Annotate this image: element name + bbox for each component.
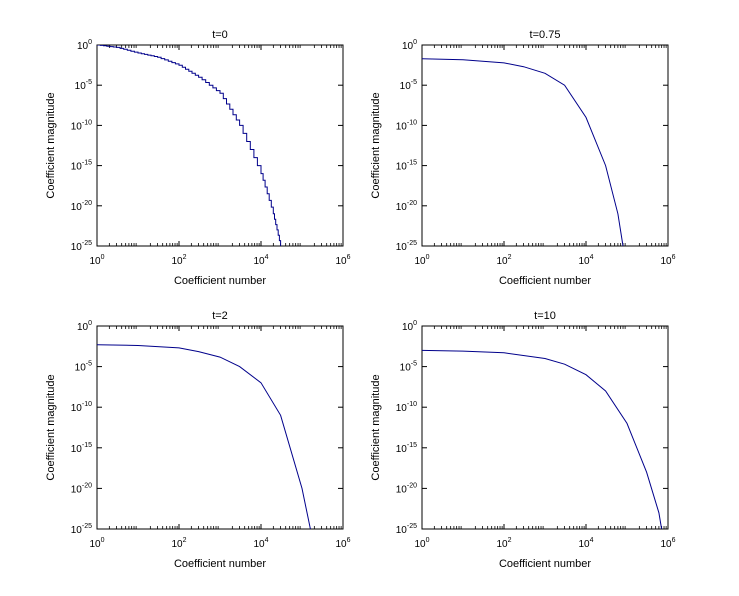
axes-frame: [96, 325, 344, 530]
axes-frame: [96, 44, 344, 247]
y-tick-label: 10-20: [71, 482, 92, 495]
x-axis-label: Coefficient number: [499, 558, 591, 570]
y-tick-label: 10-15: [71, 160, 92, 173]
y-tick-label: 10-5: [75, 79, 92, 92]
y-tick-label: 10-10: [396, 119, 417, 132]
y-axis-label: Coefficient magnitude: [370, 92, 382, 198]
series-line: [97, 344, 311, 529]
x-tick-label: 102: [496, 537, 511, 550]
subplot-3: t=2 Coefficient number Coefficient magnitu…: [45, 310, 351, 570]
y-tick-label: 10-15: [396, 442, 417, 455]
subplot-1: t=0 Coefficient number Coefficient magnitu…: [45, 29, 351, 287]
x-tick-label: 104: [578, 254, 593, 267]
series-line: [422, 58, 624, 246]
y-tick-label: 10-5: [75, 361, 92, 374]
subplot-4: t=10 Coefficient number Coefficient magnit…: [370, 310, 676, 570]
x-tick-label: 102: [496, 254, 511, 267]
y-tick-label: 10-20: [71, 200, 92, 213]
series-line: [422, 349, 663, 529]
x-axis-label: Coefficient number: [499, 275, 591, 287]
x-tick-label: 106: [335, 254, 350, 267]
y-axis-label: Coefficient magnitude: [370, 374, 382, 480]
subplot-2: t=0.75 Coefficient number Coefficient magn…: [370, 29, 676, 287]
y-tick-label: 100: [402, 39, 417, 52]
x-tick-label: 106: [660, 537, 675, 550]
y-tick-label: 10-20: [396, 200, 417, 213]
x-tick-label: 100: [89, 537, 104, 550]
y-tick-label: 10-25: [396, 523, 417, 536]
x-tick-label: 104: [578, 537, 593, 550]
x-axis-label: Coefficient number: [174, 558, 266, 570]
y-axis-label: Coefficient magnitude: [45, 92, 57, 198]
x-tick-label: 104: [253, 537, 268, 550]
x-tick-label: 100: [89, 254, 104, 267]
x-tick-label: 106: [335, 537, 350, 550]
x-tick-label: 102: [171, 537, 186, 550]
y-tick-label: 100: [402, 320, 417, 333]
x-tick-label: 100: [414, 537, 429, 550]
x-tick-label: 106: [660, 254, 675, 267]
y-tick-label: 10-10: [71, 401, 92, 414]
y-tick-label: 100: [77, 39, 92, 52]
y-tick-label: 10-10: [396, 401, 417, 414]
y-tick-label: 10-25: [71, 523, 92, 536]
y-axis-label: Coefficient magnitude: [45, 374, 57, 480]
series-line: [97, 45, 282, 246]
axes-frame: [421, 325, 669, 530]
y-tick-label: 10-10: [71, 119, 92, 132]
subplot-title: t=0: [212, 29, 228, 41]
y-tick-label: 10-20: [396, 482, 417, 495]
y-tick-label: 10-15: [396, 160, 417, 173]
y-tick-label: 10-15: [71, 442, 92, 455]
y-tick-label: 10-5: [400, 361, 417, 374]
y-tick-label: 10-25: [71, 240, 92, 253]
subplot-title: t=10: [534, 310, 556, 322]
x-tick-label: 102: [171, 254, 186, 267]
x-tick-label: 100: [414, 254, 429, 267]
y-tick-label: 10-25: [396, 240, 417, 253]
subplot-title: t=0.75: [530, 29, 561, 41]
x-axis-label: Coefficient number: [174, 275, 266, 287]
x-tick-label: 104: [253, 254, 268, 267]
axes-frame: [421, 44, 669, 247]
y-tick-label: 100: [77, 320, 92, 333]
subplot-title: t=2: [212, 310, 228, 322]
y-tick-label: 10-5: [400, 79, 417, 92]
